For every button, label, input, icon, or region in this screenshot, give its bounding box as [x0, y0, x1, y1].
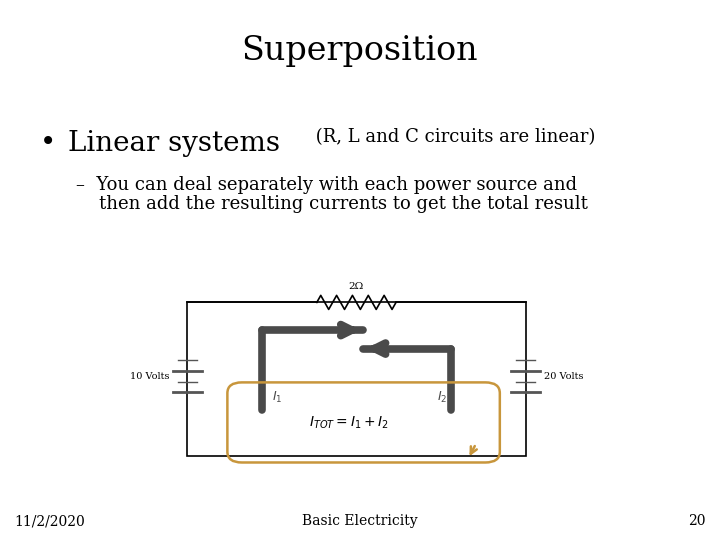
Text: 11/2/2020: 11/2/2020	[14, 514, 85, 528]
Text: 2Ω: 2Ω	[348, 281, 364, 291]
Text: then add the resulting currents to get the total result: then add the resulting currents to get t…	[76, 195, 588, 213]
Text: 20 Volts: 20 Volts	[544, 372, 583, 381]
Bar	[187, 302, 526, 456]
Text: $I_1$: $I_1$	[272, 390, 283, 405]
Text: Superposition: Superposition	[242, 35, 478, 67]
Text: –  You can deal separately with each power source and: – You can deal separately with each powe…	[76, 176, 577, 193]
Text: 20: 20	[688, 514, 706, 528]
Text: Linear systems: Linear systems	[68, 130, 280, 157]
Text: 10 Volts: 10 Volts	[130, 372, 169, 381]
Text: •: •	[40, 130, 56, 157]
Text: $I_{TOT} = I_1 + I_2$: $I_{TOT} = I_1 + I_2$	[309, 414, 390, 430]
Text: (R, L and C circuits are linear): (R, L and C circuits are linear)	[310, 128, 595, 146]
Text: Basic Electricity: Basic Electricity	[302, 514, 418, 528]
Text: $I_2$: $I_2$	[437, 390, 448, 405]
